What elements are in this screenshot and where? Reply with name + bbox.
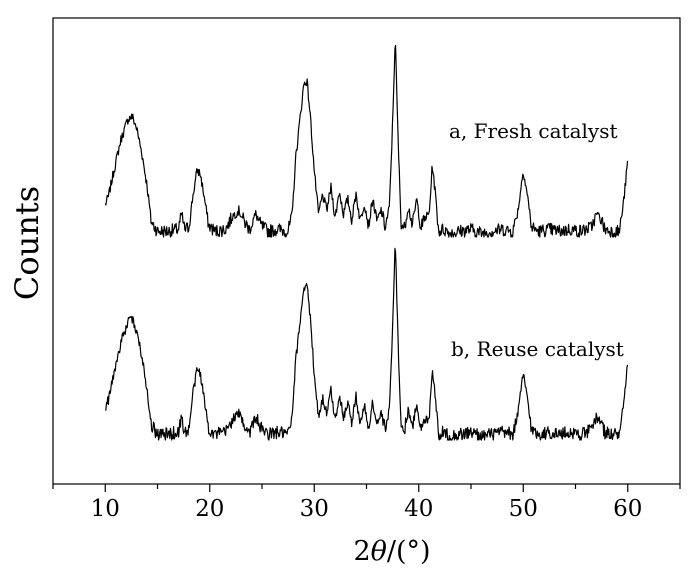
x-tick-label: 40: [404, 496, 433, 522]
y-axis-label: Counts: [8, 186, 46, 300]
x-tick-label: 60: [613, 496, 642, 522]
x-axis-label-prefix: 2: [353, 536, 370, 567]
series-lines: [104, 44, 629, 441]
x-axis-label: 2θ/(°): [353, 536, 430, 567]
x-tick-label: 50: [509, 496, 538, 522]
series-line-0: [104, 44, 629, 238]
x-ticks: [52, 484, 681, 492]
series-labels: a, Fresh catalyst b, Reuse catalyst: [449, 119, 624, 361]
x-tick-label: 10: [91, 496, 120, 522]
x-axis-label-suffix: /(°): [387, 536, 431, 567]
series-label-0: a, Fresh catalyst: [449, 119, 618, 143]
x-tick-label: 30: [300, 496, 329, 522]
series-line-1: [104, 247, 629, 441]
x-tick-label: 20: [195, 496, 224, 522]
x-axis-label-symbol: θ: [371, 536, 387, 567]
x-tick-labels: 10 20 30 40 50 60: [91, 496, 643, 522]
series-label-1: b, Reuse catalyst: [451, 337, 624, 361]
